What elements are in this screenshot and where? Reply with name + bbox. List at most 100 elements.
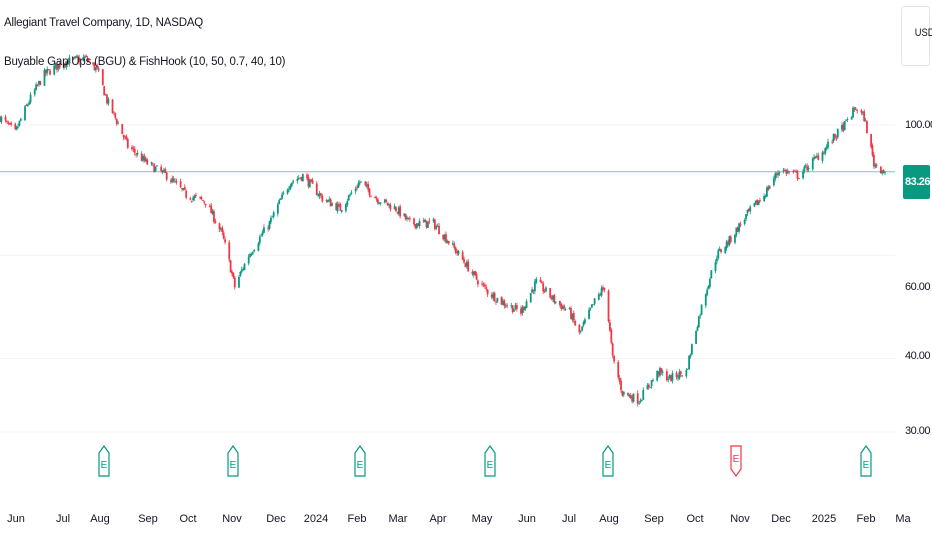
candle xyxy=(647,383,650,390)
candle-body xyxy=(57,64,60,69)
candle-body xyxy=(884,172,886,173)
candle-body xyxy=(503,300,506,306)
candle xyxy=(531,286,534,294)
candle-body xyxy=(520,308,522,314)
earnings-marker-0[interactable]: E xyxy=(98,444,110,477)
candle-body xyxy=(550,297,553,299)
candle-body xyxy=(657,371,660,375)
candle xyxy=(572,310,575,324)
candle-body xyxy=(17,126,19,128)
candle-body xyxy=(571,314,574,320)
candle xyxy=(131,145,133,152)
candle xyxy=(675,370,678,380)
candle-body xyxy=(121,123,124,135)
candle xyxy=(631,394,634,404)
candle xyxy=(364,181,367,187)
candle xyxy=(338,201,340,208)
candle-body xyxy=(146,159,149,165)
candle-body xyxy=(239,271,242,277)
candle-body xyxy=(97,68,100,71)
candle xyxy=(26,103,29,108)
earnings-marker-3[interactable]: E xyxy=(484,444,496,477)
candle-body xyxy=(232,272,235,278)
candle xyxy=(190,200,193,203)
candle xyxy=(174,178,176,184)
candle xyxy=(311,177,314,184)
candle-body xyxy=(500,296,503,305)
candle-body xyxy=(126,139,129,148)
candle-body xyxy=(364,181,367,185)
candle-body xyxy=(194,194,197,196)
candle xyxy=(238,275,240,289)
candle xyxy=(485,284,488,292)
candle-body xyxy=(690,344,693,355)
candle xyxy=(560,302,563,311)
chart-area[interactable] xyxy=(0,0,895,500)
candle xyxy=(611,341,614,358)
candle xyxy=(220,227,222,232)
candle-body xyxy=(545,287,547,292)
candle-body xyxy=(572,312,575,321)
candle xyxy=(835,135,838,141)
candle-body xyxy=(777,172,779,176)
candle-body xyxy=(724,247,727,254)
candle xyxy=(784,168,786,171)
candle xyxy=(786,168,789,174)
candle xyxy=(271,215,274,218)
candle xyxy=(424,218,427,223)
candle-body xyxy=(160,166,163,171)
candle xyxy=(477,279,479,288)
currency-button[interactable] xyxy=(901,6,930,66)
candle xyxy=(386,202,389,206)
candle xyxy=(403,213,406,218)
candle-body xyxy=(578,324,581,333)
candle xyxy=(164,167,167,174)
earnings-marker-6[interactable]: E xyxy=(860,444,872,477)
candle xyxy=(72,57,75,61)
candle xyxy=(709,277,711,289)
candle xyxy=(379,201,382,206)
indicator-legend[interactable]: Buyable Gap Ups (BGU) & FishHook (10, 50… xyxy=(4,56,286,68)
earnings-marker-2[interactable]: E xyxy=(354,444,366,477)
candle-body xyxy=(590,304,593,308)
candle-body xyxy=(846,119,849,121)
candle xyxy=(638,401,640,405)
candle-body xyxy=(482,284,485,286)
candle-body xyxy=(135,153,138,155)
earnings-marker-4[interactable]: E xyxy=(602,444,614,477)
earnings-marker-5[interactable]: E xyxy=(730,445,742,478)
candle-body xyxy=(864,120,867,122)
candle-body xyxy=(778,172,781,174)
candle-body xyxy=(515,304,518,310)
candle-body xyxy=(204,203,207,206)
candle xyxy=(453,241,456,250)
candle-body xyxy=(379,202,382,204)
candle-body xyxy=(210,205,213,214)
earnings-icon: E xyxy=(730,445,742,478)
price-chart-svg[interactable] xyxy=(0,0,895,500)
candle xyxy=(496,297,499,303)
candle-body xyxy=(529,293,532,303)
earnings-marker-1[interactable]: E xyxy=(227,444,239,477)
candle-body xyxy=(156,165,158,167)
candle-body xyxy=(492,293,495,299)
candle-body xyxy=(709,278,711,287)
candle xyxy=(621,390,624,397)
candle-body xyxy=(763,196,766,201)
time-tick-6: Dec xyxy=(266,513,286,525)
chart-title[interactable]: Allegiant Travel Company, 1D, NASDAQ xyxy=(4,17,204,29)
candle xyxy=(715,255,718,265)
candle xyxy=(396,211,399,215)
candle-body xyxy=(276,204,279,214)
candle-body xyxy=(201,199,204,201)
candle xyxy=(151,162,154,167)
candle xyxy=(568,306,571,310)
candle-body xyxy=(464,263,467,268)
price-tick-30: 30.00 xyxy=(905,425,931,437)
candle-body xyxy=(447,240,450,244)
candle xyxy=(56,63,58,73)
candle-body xyxy=(389,204,392,210)
candle xyxy=(806,163,809,173)
candle xyxy=(629,392,632,399)
candle-body xyxy=(599,294,602,296)
